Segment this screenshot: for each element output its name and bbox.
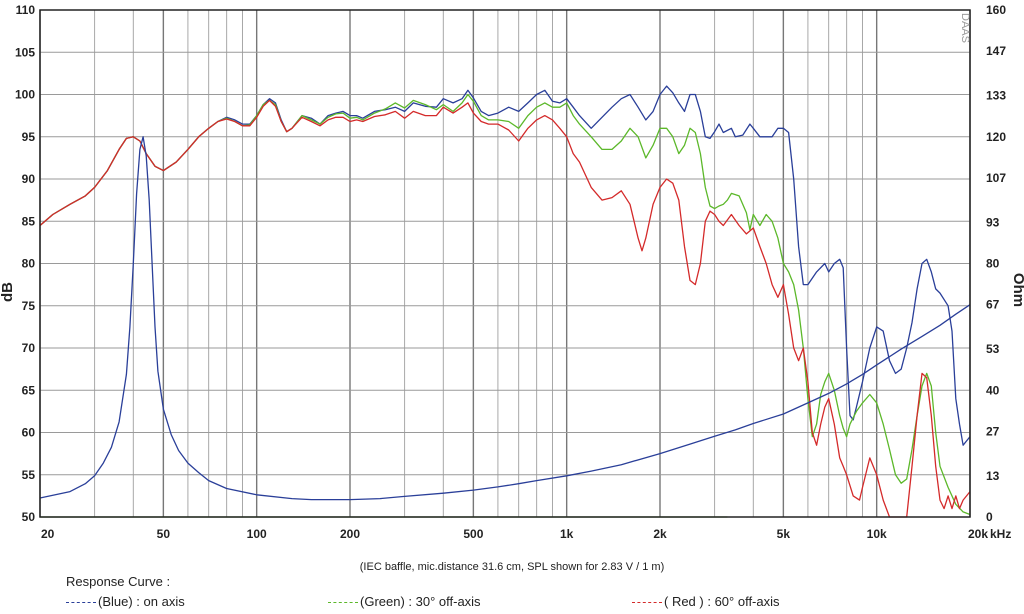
y2-tick-label: 93 xyxy=(986,215,1000,229)
legend-label-green: (Green) : 30° off-axis xyxy=(360,594,481,609)
series-line-3 xyxy=(39,136,971,501)
series-line-2 xyxy=(39,99,971,518)
y2-tick-label: 80 xyxy=(986,257,1000,271)
x-tick-label: 20k xyxy=(968,527,988,541)
y2-tick-label: 67 xyxy=(986,298,1000,312)
y-axis-label: dB xyxy=(0,282,16,302)
legend-swatch-green xyxy=(328,602,358,604)
x-tick-label: 1k xyxy=(560,527,574,541)
plot-frame xyxy=(39,9,971,518)
y-tick-label: 105 xyxy=(15,45,35,59)
legend-label-blue: (Blue) : on axis xyxy=(98,594,185,609)
y2-tick-label: 133 xyxy=(986,89,1006,103)
y-tick-label: 60 xyxy=(22,426,36,440)
y-tick-label: 90 xyxy=(22,172,36,186)
x-tick-label: 200 xyxy=(340,527,360,541)
y2-tick-label: 120 xyxy=(986,130,1006,144)
y2-axis-label: Ohm xyxy=(1010,273,1024,307)
y2-tick-label: 13 xyxy=(986,469,1000,483)
y2-tick-label: 53 xyxy=(986,342,1000,356)
x-unit-label: kHz xyxy=(990,527,1011,541)
y2-tick-label: 107 xyxy=(986,171,1006,185)
x-tick-label: 100 xyxy=(247,527,267,541)
y2-tick-label: 0 xyxy=(986,510,993,524)
x-tick-label: 5k xyxy=(777,527,791,541)
x-tick-label: 10k xyxy=(867,527,887,541)
legend-swatch-blue xyxy=(66,602,96,604)
legend-title: Response Curve : xyxy=(66,574,171,589)
y-tick-label: 100 xyxy=(15,88,35,102)
y-tick-label: 50 xyxy=(22,510,36,524)
series-line-0 xyxy=(39,85,971,446)
legend-label-red: ( Red ) : 60° off-axis xyxy=(664,594,780,609)
legend-item-green: (Green) : 30° off-axis xyxy=(328,594,481,609)
grid xyxy=(39,9,971,518)
y2-tick-label: 160 xyxy=(986,3,1006,17)
x-tick-label: 20 xyxy=(41,527,55,541)
y2-tick-label: 147 xyxy=(986,44,1006,58)
series-line-1 xyxy=(39,93,971,516)
x-tick-label: 50 xyxy=(157,527,171,541)
x-tick-label: 2k xyxy=(653,527,667,541)
measurement-note: (IEC baffle, mic.distance 31.6 cm, SPL s… xyxy=(359,561,665,573)
y-tick-label: 110 xyxy=(16,3,36,17)
y-tick-label: 80 xyxy=(22,257,36,271)
watermark: DAAS xyxy=(959,13,971,43)
y-tick-label: 85 xyxy=(22,214,36,228)
y-tick-label: 75 xyxy=(22,299,36,313)
y-tick-label: 55 xyxy=(22,468,36,482)
y2-tick-label: 27 xyxy=(986,424,1000,438)
tick-labels: 20 50 100 200 500 1k 2k 5k 10k 20k 50 55 60 65 70 75 80 8… xyxy=(15,3,1006,541)
legend-item-red: ( Red ) : 60° off-axis xyxy=(632,594,780,609)
y-tick-label: 65 xyxy=(22,383,36,397)
y-tick-label: 70 xyxy=(22,341,36,355)
series-group xyxy=(39,85,971,518)
legend-swatch-red xyxy=(632,602,662,604)
y2-tick-label: 40 xyxy=(986,383,1000,397)
y-tick-label: 95 xyxy=(22,130,36,144)
legend-item-blue: (Blue) : on axis xyxy=(66,594,185,609)
x-tick-label: 500 xyxy=(463,527,483,541)
